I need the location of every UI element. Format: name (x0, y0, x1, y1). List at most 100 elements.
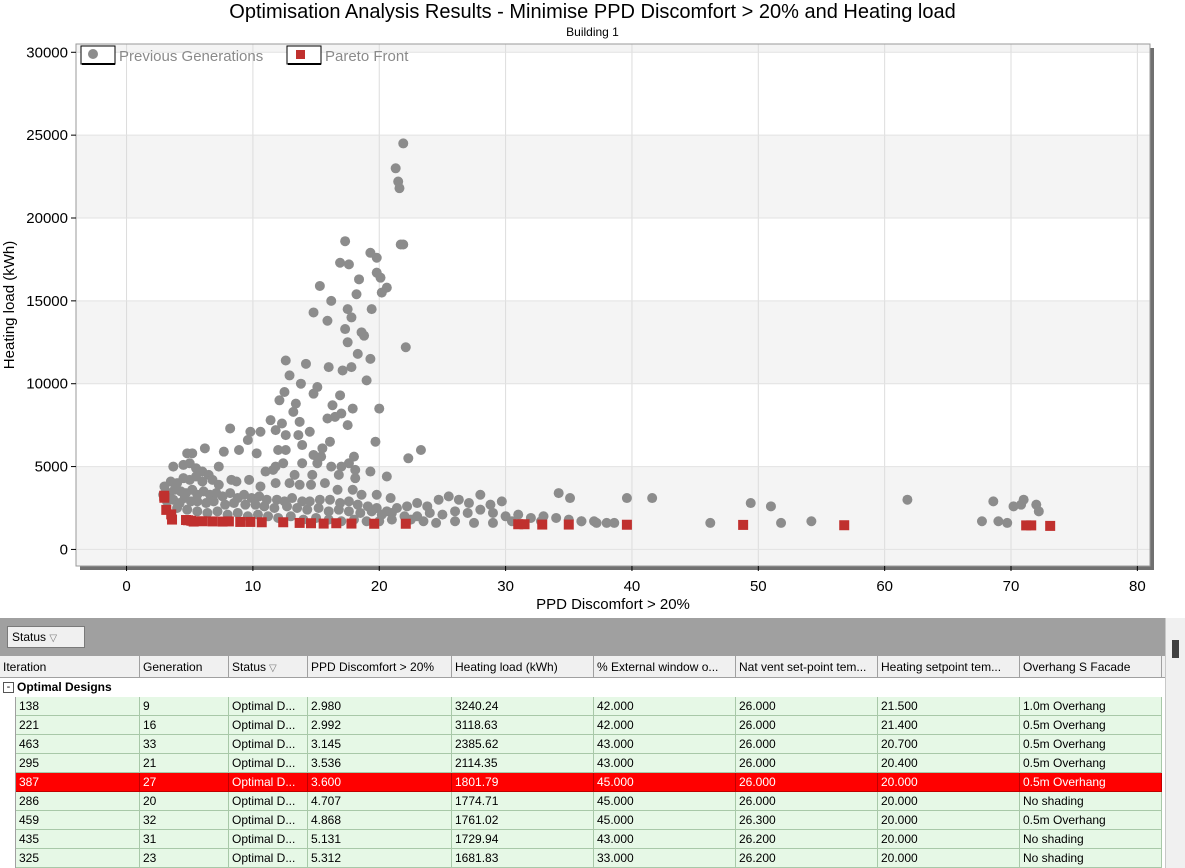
previous-generation-point[interactable] (213, 479, 224, 490)
previous-generation-point[interactable] (270, 478, 281, 489)
column-header[interactable]: Generation (140, 656, 229, 678)
table-cell[interactable]: 20.000 (878, 811, 1020, 830)
previous-generation-point[interactable] (333, 469, 344, 480)
previous-generation-point[interactable] (197, 476, 208, 487)
previous-generation-point[interactable] (297, 458, 308, 469)
previous-generation-point[interactable] (228, 498, 239, 509)
table-cell[interactable]: 20.000 (878, 792, 1020, 811)
pareto-front-point[interactable] (235, 516, 246, 527)
column-header[interactable]: Iteration (0, 656, 140, 678)
table-cell[interactable]: 26.200 (736, 849, 878, 868)
previous-generation-point[interactable] (354, 274, 365, 285)
table-cell[interactable]: 295 (16, 754, 140, 773)
table-cell[interactable]: 459 (16, 811, 140, 830)
table-cell[interactable]: 286 (16, 792, 140, 811)
table-cell[interactable]: Optimal D... (229, 830, 308, 849)
previous-generation-point[interactable] (365, 466, 376, 477)
previous-generation-point[interactable] (776, 517, 787, 528)
table-cell[interactable]: 1681.83 (452, 849, 594, 868)
table-cell[interactable]: Optimal D... (229, 811, 308, 830)
previous-generation-point[interactable] (187, 448, 198, 459)
scatter-plot[interactable]: 0 10 20 30 40 50 60 70 80 0 5000 10000 15000 20000 250… (0, 0, 1185, 618)
table-cell[interactable]: 27 (140, 773, 229, 792)
previous-generation-point[interactable] (322, 315, 333, 326)
pareto-front-point[interactable] (166, 509, 177, 520)
table-row[interactable]: 138 9 Optimal D... 2.980 3240.24 42.000 26.000… (16, 697, 1162, 716)
previous-generation-point[interactable] (307, 469, 318, 480)
previous-generation-point[interactable] (297, 440, 308, 451)
previous-generation-point[interactable] (902, 494, 913, 505)
table-cell[interactable]: 26.300 (736, 811, 878, 830)
column-header[interactable]: Heating setpoint tem... (878, 656, 1020, 678)
previous-generation-point[interactable] (201, 498, 212, 509)
table-cell[interactable]: 3.145 (308, 735, 452, 754)
previous-generation-point[interactable] (343, 506, 354, 517)
previous-generation-point[interactable] (308, 449, 319, 460)
previous-generation-point[interactable] (376, 287, 387, 298)
table-cell[interactable]: 1774.71 (452, 792, 594, 811)
previous-generation-point[interactable] (475, 504, 486, 515)
previous-generation-point[interactable] (250, 499, 261, 510)
table-cell[interactable]: No shading (1020, 830, 1162, 849)
previous-generation-point[interactable] (356, 489, 367, 500)
previous-generation-point[interactable] (199, 443, 210, 454)
table-cell[interactable]: No shading (1020, 849, 1162, 868)
table-cell[interactable]: 4.868 (308, 811, 452, 830)
previous-generation-point[interactable] (245, 426, 256, 437)
previous-generation-point[interactable] (326, 461, 337, 472)
table-cell[interactable]: Optimal D... (229, 773, 308, 792)
previous-generation-point[interactable] (418, 516, 429, 527)
table-cell[interactable]: 20.000 (878, 830, 1020, 849)
previous-generation-point[interactable] (370, 436, 381, 447)
table-cell[interactable]: 26.000 (736, 735, 878, 754)
table-cell[interactable]: Optimal D... (229, 716, 308, 735)
previous-generation-point[interactable] (300, 358, 311, 369)
previous-generation-point[interactable] (403, 453, 414, 464)
previous-generation-point[interactable] (225, 423, 236, 434)
table-cell[interactable]: 20.400 (878, 754, 1020, 773)
table-row[interactable]: 221 16 Optimal D... 2.992 3118.63 42.000 26.00… (16, 716, 1162, 735)
previous-generation-point[interactable] (361, 375, 372, 386)
previous-generation-point[interactable] (217, 491, 228, 502)
previous-generation-point[interactable] (359, 330, 370, 341)
previous-generation-point[interactable] (317, 443, 328, 454)
pareto-front-point[interactable] (1021, 520, 1032, 531)
previous-generation-point[interactable] (1008, 501, 1019, 512)
table-cell[interactable]: 0.5m Overhang (1020, 773, 1162, 792)
previous-generation-point[interactable] (371, 252, 382, 263)
previous-generation-point[interactable] (304, 496, 315, 507)
pareto-front-point[interactable] (223, 516, 234, 527)
previous-generation-point[interactable] (327, 400, 338, 411)
previous-generation-point[interactable] (319, 478, 330, 489)
previous-generation-point[interactable] (314, 494, 325, 505)
pareto-front-point[interactable] (738, 519, 749, 530)
previous-generation-point[interactable] (385, 493, 396, 504)
table-cell[interactable]: 20.000 (878, 773, 1020, 792)
scrollbar-thumb[interactable] (1172, 640, 1179, 658)
previous-generation-point[interactable] (988, 496, 999, 507)
previous-generation-point[interactable] (323, 362, 334, 373)
column-header[interactable]: Heating load (kWh) (452, 656, 594, 678)
previous-generation-point[interactable] (393, 176, 404, 187)
pareto-front-point[interactable] (256, 517, 267, 528)
previous-generation-point[interactable] (239, 489, 250, 500)
previous-generation-point[interactable] (469, 517, 480, 528)
previous-generation-point[interactable] (270, 425, 281, 436)
previous-generation-point[interactable] (292, 503, 303, 513)
pareto-front-point[interactable] (1045, 520, 1056, 531)
table-row[interactable]: 459 32 Optimal D... 4.868 1761.02 45.000 26.30… (16, 811, 1162, 830)
table-cell[interactable]: 26.000 (736, 697, 878, 716)
previous-generation-point[interactable] (290, 398, 301, 409)
previous-generation-point[interactable] (271, 494, 282, 505)
table-cell[interactable]: 2385.62 (452, 735, 594, 754)
previous-generation-point[interactable] (375, 272, 386, 283)
previous-generation-point[interactable] (308, 388, 319, 399)
previous-generation-point[interactable] (381, 471, 392, 482)
previous-generation-point[interactable] (284, 370, 295, 381)
pareto-front-point[interactable] (207, 516, 218, 527)
pareto-front-point[interactable] (563, 519, 574, 530)
previous-generation-point[interactable] (1033, 506, 1044, 517)
table-cell[interactable]: 20.700 (878, 735, 1020, 754)
pareto-front-point[interactable] (346, 518, 357, 529)
pareto-front-point[interactable] (537, 519, 548, 530)
